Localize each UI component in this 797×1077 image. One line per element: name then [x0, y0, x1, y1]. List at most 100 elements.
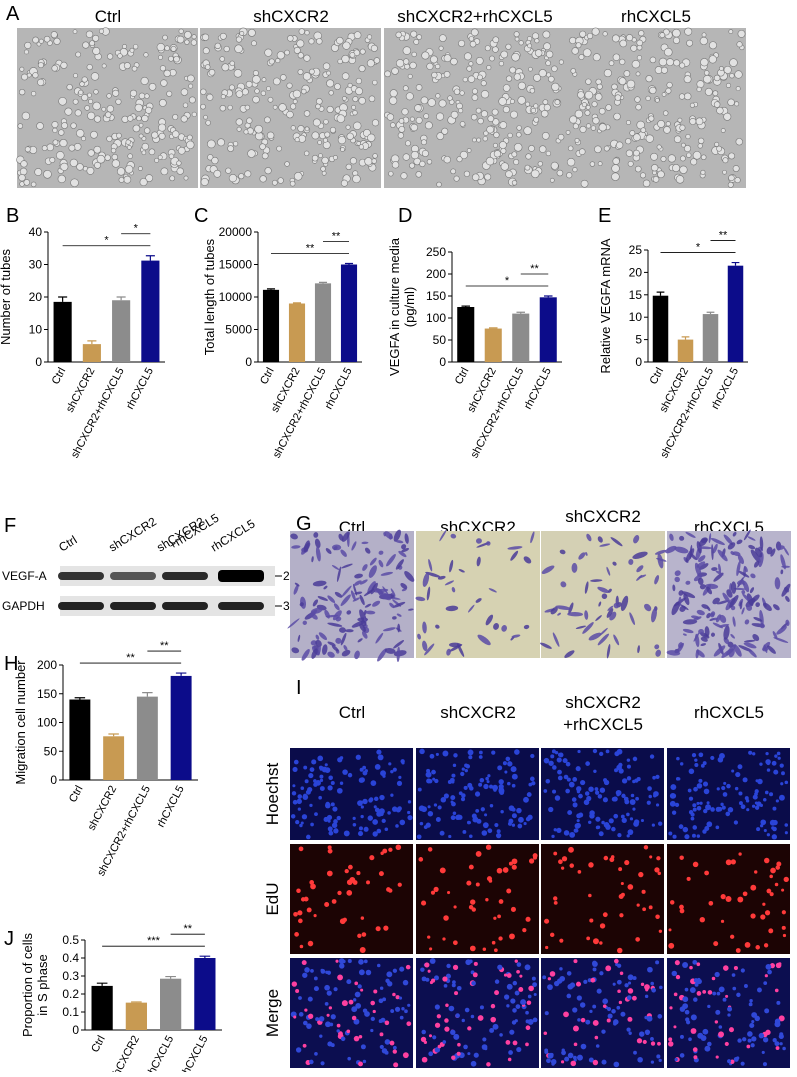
- cell: [726, 644, 737, 656]
- nucleus: [738, 801, 743, 806]
- cell: [475, 107, 482, 114]
- nucleus: [509, 933, 515, 940]
- nucleus: [457, 1042, 461, 1047]
- nucleus: [702, 989, 707, 994]
- nucleus: [668, 831, 673, 836]
- nucleus: [572, 1055, 577, 1060]
- nucleus: [453, 1033, 460, 1040]
- cell: [435, 624, 440, 629]
- cell: [689, 117, 697, 125]
- cell: [532, 32, 540, 40]
- cell: [487, 115, 495, 122]
- nucleus: [602, 1004, 607, 1008]
- nucleus: [552, 789, 557, 794]
- nucleus: [599, 923, 606, 929]
- y-tick-label: 150: [426, 289, 446, 303]
- nucleus: [456, 1051, 461, 1056]
- nucleus: [532, 855, 538, 860]
- nucleus: [738, 791, 743, 796]
- nucleus: [543, 789, 548, 793]
- nucleus: [617, 989, 621, 994]
- nucleus: [372, 831, 378, 837]
- nucleus: [684, 834, 690, 840]
- cell: [351, 541, 357, 551]
- cell: [243, 129, 249, 135]
- nucleus: [457, 814, 463, 820]
- nucleus: [511, 773, 518, 780]
- nucleus: [301, 960, 307, 966]
- cell: [517, 96, 526, 105]
- cell: [753, 617, 763, 622]
- cell: [327, 641, 336, 647]
- nucleus: [552, 765, 557, 770]
- nucleus: [613, 1061, 620, 1068]
- cell: [674, 570, 681, 577]
- nucleus: [774, 988, 779, 993]
- nucleus: [525, 1010, 529, 1015]
- nucleus: [390, 793, 394, 797]
- nucleus: [702, 761, 707, 766]
- cell: [395, 31, 402, 39]
- nucleus: [341, 1000, 348, 1007]
- nucleus: [506, 1004, 510, 1008]
- nucleus: [395, 844, 402, 851]
- nucleus: [577, 1018, 581, 1022]
- cell: [516, 125, 522, 131]
- nucleus: [346, 890, 353, 896]
- nucleus: [592, 938, 599, 945]
- cell: [673, 59, 681, 67]
- cell: [737, 579, 745, 585]
- cell: [111, 153, 118, 161]
- nucleus: [601, 1059, 607, 1065]
- cell: [378, 559, 384, 568]
- cell: [513, 159, 520, 166]
- y-tick-label: 100: [426, 311, 446, 325]
- nucleus: [497, 765, 503, 771]
- cell: [736, 561, 741, 577]
- nucleus: [370, 1000, 376, 1006]
- cell: [79, 81, 85, 87]
- nucleus: [363, 959, 368, 964]
- cell: [170, 45, 177, 52]
- cell: [410, 30, 418, 38]
- nucleus: [669, 800, 676, 807]
- nucleus: [779, 763, 784, 768]
- nucleus: [556, 827, 562, 834]
- nucleus: [491, 940, 496, 945]
- nucleus: [318, 1016, 325, 1022]
- nucleus: [373, 805, 377, 809]
- cell: [81, 93, 89, 102]
- cell: [138, 92, 146, 100]
- nucleus: [580, 1043, 587, 1050]
- nucleus: [627, 981, 632, 985]
- cell: [458, 39, 466, 48]
- cell: [595, 78, 602, 85]
- cell: [131, 65, 138, 72]
- cell: [173, 55, 180, 63]
- cell: [585, 123, 592, 129]
- nucleus: [291, 981, 298, 987]
- nucleus: [740, 968, 745, 973]
- nucleus: [358, 969, 365, 976]
- nucleus: [635, 937, 640, 942]
- nucleus: [314, 1052, 318, 1056]
- cell: [698, 555, 706, 563]
- nucleus: [327, 785, 333, 791]
- nucleus: [597, 794, 603, 799]
- bar: [539, 297, 557, 362]
- cell: [728, 29, 734, 34]
- nucleus: [437, 1044, 442, 1049]
- cell: [696, 609, 705, 616]
- cell: [421, 149, 429, 157]
- nucleus: [730, 934, 735, 939]
- cell: [581, 102, 587, 108]
- cell: [357, 638, 363, 643]
- nucleus: [330, 1014, 336, 1020]
- error-bar: [706, 311, 715, 315]
- nucleus: [592, 967, 597, 972]
- cell: [168, 55, 174, 62]
- cell: [634, 165, 642, 173]
- nucleus: [620, 1011, 626, 1017]
- cell: [696, 649, 705, 658]
- cell: [509, 98, 515, 104]
